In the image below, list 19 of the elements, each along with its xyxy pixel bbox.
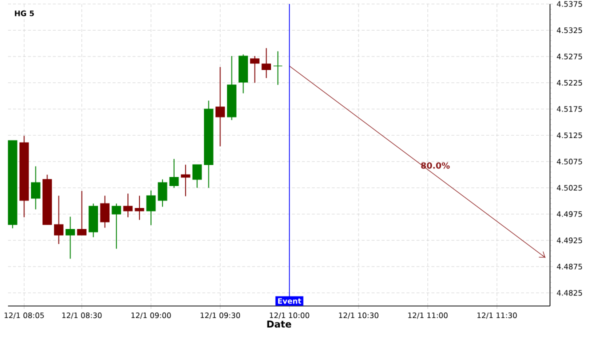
candlestick — [250, 56, 260, 84]
candlestick — [158, 178, 168, 208]
candlestick — [216, 66, 225, 147]
candlestick — [100, 195, 110, 228]
candlestick — [273, 50, 283, 86]
candlestick — [169, 158, 179, 188]
candlestick — [77, 190, 86, 236]
x-axis-title: Date — [267, 320, 292, 328]
candlestick — [134, 195, 144, 220]
annotation: 80.0% — [421, 162, 450, 169]
candlestick — [123, 193, 133, 218]
candlestick — [30, 166, 40, 210]
candlestick — [112, 203, 122, 250]
candlestick — [192, 164, 202, 188]
candlestick — [262, 48, 271, 78]
candlestick — [66, 216, 75, 260]
candlestick — [180, 164, 190, 197]
candlestick — [146, 190, 156, 226]
candlestick — [54, 195, 64, 244]
